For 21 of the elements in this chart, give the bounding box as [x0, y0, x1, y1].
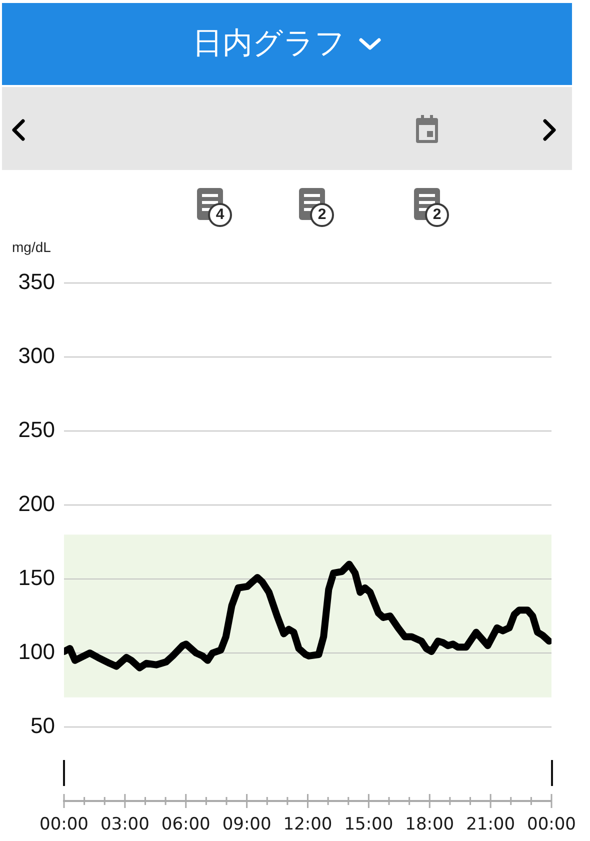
x-tick-label: 06:00 [161, 814, 210, 835]
y-tick-label: 300 [18, 343, 55, 368]
x-tick-label: 00:00 [527, 814, 576, 835]
y-tick-label: 200 [18, 491, 55, 516]
count-badge: 4 [208, 203, 232, 227]
count-badge: 2 [425, 203, 449, 227]
x-tick-label: 00:00 [40, 814, 88, 835]
y-tick-label: 100 [18, 639, 55, 664]
y-tick-label: 150 [18, 565, 55, 590]
x-tick-label: 21:00 [466, 814, 516, 835]
count-badge: 2 [310, 203, 334, 227]
chart-title: 日内グラフ [192, 26, 346, 62]
x-tick-label: 15:00 [344, 814, 394, 835]
x-tick-label: 09:00 [222, 814, 272, 835]
y-tick-label: 50 [30, 713, 55, 738]
x-tick-label: 18:00 [405, 814, 454, 835]
y-tick-label: 350 [18, 269, 55, 294]
y-tick-label: 250 [18, 417, 55, 442]
x-tick-label: 03:00 [100, 814, 150, 835]
x-tick-label: 12:00 [283, 814, 332, 835]
y-axis-title: mg/dL [12, 239, 51, 256]
